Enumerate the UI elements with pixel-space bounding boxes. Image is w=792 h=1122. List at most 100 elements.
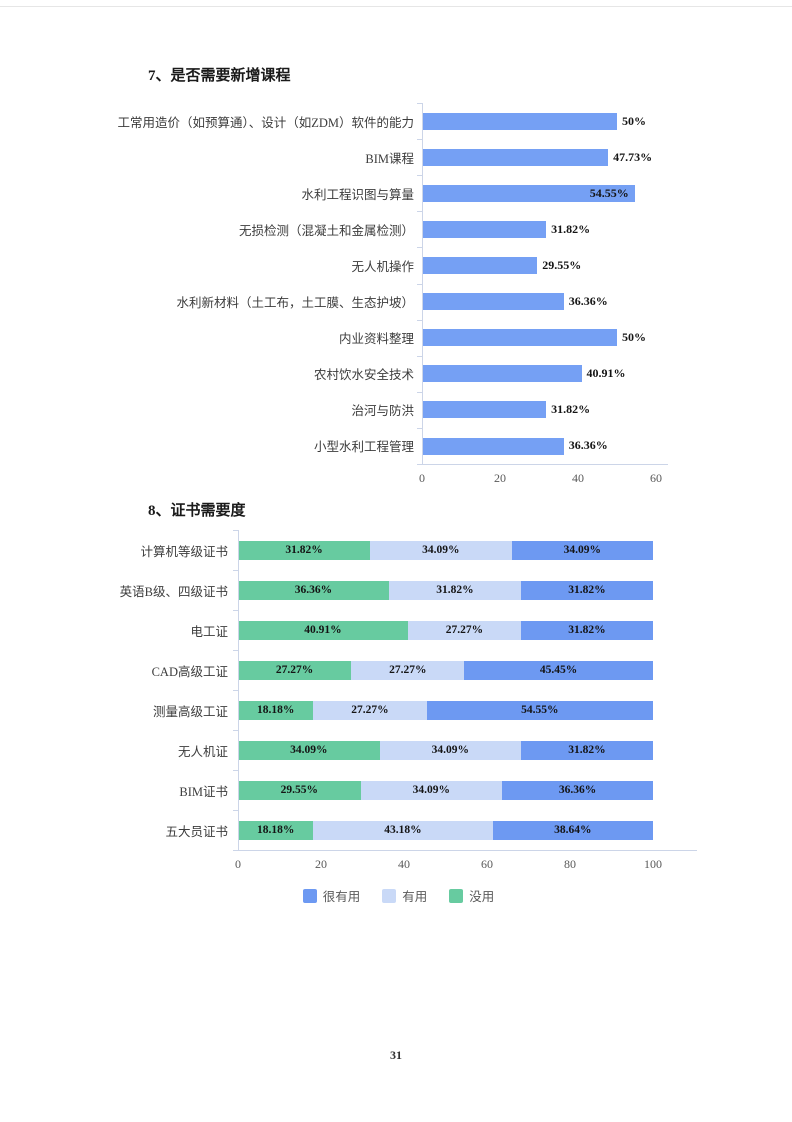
axis-tick-label: 60	[650, 471, 662, 485]
bar	[422, 220, 547, 238]
axis-tick-mark	[417, 319, 422, 321]
axis-tick-label: 80	[564, 857, 576, 871]
category-label: 农村饮水安全技术	[313, 368, 414, 383]
value-axis-line	[422, 464, 668, 465]
bar-value-label: 29.55%	[542, 257, 582, 272]
axis-tick-mark	[417, 247, 422, 249]
axis-tick-mark	[417, 427, 422, 429]
category-label: 测量高级工证	[152, 704, 228, 719]
bar	[422, 365, 582, 383]
axis-tick-label: 40	[572, 471, 584, 485]
bar	[422, 257, 538, 274]
legend-swatch-icon	[382, 888, 397, 903]
page-top-edge	[0, 6, 792, 7]
bar	[422, 401, 547, 419]
legend-item: 没用	[449, 886, 494, 905]
axis-tick-mark	[417, 283, 422, 285]
stacked-bar-segment: 34.09%	[238, 740, 380, 760]
category-label: 无人机操作	[351, 259, 414, 274]
category-label: BIM课程	[365, 151, 414, 166]
section-title-q7: 7、是否需要新增课程	[148, 68, 291, 84]
stacked-bar-segment: 18.18%	[238, 820, 314, 840]
category-label: 小型水利工程管理	[313, 440, 414, 455]
stacked-bar-segment: 29.55%	[238, 780, 361, 800]
category-label: 五大员证书	[165, 824, 228, 839]
bar-value-label: 36.36%	[568, 294, 608, 309]
legend-label: 没用	[469, 890, 495, 904]
axis-tick-mark	[417, 103, 422, 104]
chart-certificate-need-stacked-bar: 计算机等级证书 31.82% 34.09% 34.09% 英语B级、四级证书 36.36%…	[100, 530, 710, 880]
legend-swatch-icon	[449, 888, 464, 903]
axis-tick-label: 0	[419, 471, 425, 485]
stacked-bar-segment: 40.91%	[238, 620, 408, 640]
axis-tick-mark	[233, 770, 238, 771]
axis-tick-label: 40	[398, 857, 410, 871]
bar-value-label: 40.91%	[586, 366, 626, 381]
bar	[422, 437, 564, 455]
category-label: BIM证书	[179, 784, 228, 799]
legend-item: 很有用	[302, 886, 361, 905]
category-label: 治河与防洪	[351, 404, 414, 419]
category-label: 计算机等级证书	[140, 544, 228, 559]
stacked-bar-segment: 43.18%	[313, 820, 493, 840]
legend-swatch-icon	[302, 888, 317, 903]
axis-tick-mark	[417, 391, 422, 393]
axis-tick-mark	[417, 464, 422, 465]
stacked-bar-segment: 38.64%	[492, 820, 653, 840]
bar-value-label: 50%	[622, 330, 646, 345]
stacked-bar-segment: 31.82%	[520, 620, 653, 640]
stacked-bar-segment: 27.27%	[313, 700, 427, 720]
axis-tick-label: 60	[481, 857, 493, 871]
stacked-bar-segment: 36.36%	[238, 580, 389, 600]
chart-legend: 很有用 有用 没用	[100, 886, 697, 905]
axis-tick-mark	[233, 690, 238, 691]
stacked-bar-segment: 45.45%	[464, 660, 653, 680]
bar-value-label: 31.82%	[551, 221, 591, 236]
axis-tick-label: 20	[315, 857, 327, 871]
stacked-bar-segment: 54.55%	[426, 700, 653, 720]
section-title-q8: 8、证书需要度	[148, 503, 246, 519]
category-label: 无人机证	[177, 744, 228, 759]
page-number: 31	[390, 1048, 402, 1062]
axis-tick-mark	[233, 610, 238, 611]
stacked-bar-segment: 31.82%	[238, 540, 371, 560]
stacked-bar-segment: 34.09%	[370, 540, 512, 560]
legend-label: 有用	[402, 890, 428, 904]
axis-tick-label: 20	[494, 471, 506, 485]
stacked-bar-segment: 31.82%	[520, 580, 653, 600]
bar	[422, 112, 617, 130]
axis-tick-mark	[417, 175, 422, 177]
axis-tick-mark	[417, 355, 422, 357]
category-label: 水利工程识图与算量	[301, 187, 414, 202]
category-label: 电工证	[190, 624, 228, 639]
stacked-bar-segment: 27.27%	[351, 660, 465, 680]
category-label: 无损检测（混凝土和金属检测）	[238, 223, 414, 238]
bar-value-label: 36.36%	[568, 438, 608, 453]
stacked-bar-segment: 34.09%	[511, 540, 653, 560]
bar	[422, 329, 617, 347]
stacked-bar-segment: 27.27%	[238, 660, 352, 680]
value-axis-line	[238, 850, 697, 851]
stacked-bar-segment: 27.27%	[407, 620, 521, 640]
axis-tick-label: 100	[644, 857, 662, 871]
axis-tick-mark	[417, 139, 422, 141]
stacked-bar-segment: 18.18%	[238, 700, 314, 720]
axis-tick-mark	[233, 730, 238, 731]
bar	[422, 184, 635, 202]
stacked-bar-segment: 36.36%	[502, 780, 653, 800]
axis-tick-mark	[233, 650, 238, 651]
stacked-bar-segment: 31.82%	[520, 740, 653, 760]
legend-label: 很有用	[322, 890, 361, 904]
stacked-bar-segment: 34.09%	[379, 740, 521, 760]
category-axis-line	[422, 103, 423, 464]
axis-tick-mark	[417, 211, 422, 213]
axis-tick-mark	[233, 530, 238, 531]
bar-value-label: 54.55%	[589, 185, 629, 200]
axis-tick-mark	[233, 850, 238, 851]
category-label: 内业资料整理	[338, 332, 414, 347]
stacked-bar-segment: 31.82%	[388, 580, 521, 600]
bar-value-label: 50%	[622, 113, 646, 128]
stacked-bar-segment: 34.09%	[360, 780, 503, 800]
axis-tick-mark	[233, 810, 238, 811]
